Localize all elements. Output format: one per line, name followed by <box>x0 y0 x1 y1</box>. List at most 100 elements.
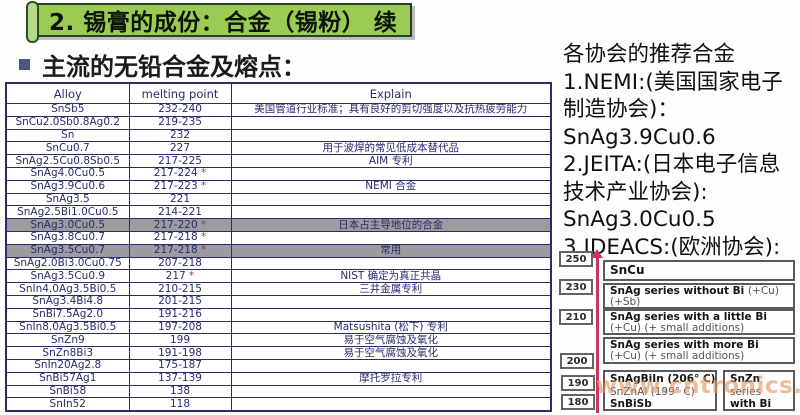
melting-point-cell: 217 * <box>128 269 232 284</box>
recommendation-line: 2.JEITA:(日本电子信息 <box>563 152 781 177</box>
table-row: SnBi57Ag1 137-139 摩托罗拉专利 <box>5 371 552 386</box>
box-line: (+Sb) <box>610 296 641 308</box>
melting-point-cell: 217-223 * <box>128 179 232 194</box>
alloy-cell: SnAg3.5Cu0.9 <box>5 269 130 284</box>
alloy-cell: SnAg2.5Cu0.8Sb0.5 <box>5 154 130 168</box>
explain-cell <box>230 230 552 245</box>
box-line: with Bi <box>730 398 772 410</box>
alloy-cell: SnIn20Ag2.8 <box>5 358 130 373</box>
melting-point-cell: 219-235 <box>128 115 232 130</box>
alloy-cell: SnAg3.0Cu0.5 <box>5 218 130 232</box>
temp-scale-label: 200 <box>560 353 594 369</box>
temperature-axis-arrow <box>596 257 599 413</box>
arrow-up-icon <box>591 249 603 258</box>
table-row: SnBi7.5Ag2.0 191-216 <box>5 307 552 322</box>
alloy-cell: SnBi58 <box>5 384 130 399</box>
explain-cell: 三井金属专利 <box>230 282 552 296</box>
table-row: SnZn9 199 易于空气腐蚀及氧化 <box>5 333 552 348</box>
explain-cell: NIST 确定为真正共晶 <box>230 269 552 284</box>
table-row: SnAg3.4Bi4.8 201-215 <box>5 294 552 309</box>
alloy-cell: SnAg2.5Bi1.0Cu0.5 <box>5 205 130 220</box>
alloy-family-box: SnAg series without Bi (+Cu) (+Sb) <box>603 283 795 309</box>
alloy-cell: SnIn4.0Ag3.5Bi0.5 <box>5 282 130 296</box>
alloy-cell: SnBi7.5Ag2.0 <box>5 307 130 322</box>
table-row: SnCu2.0Sb0.8Ag0.2 219-235 <box>5 115 552 130</box>
explain-cell <box>230 384 552 399</box>
explain-cell <box>230 205 552 220</box>
table-row: SnSb5 232-240 美国管道行业标准；具有良好的剪切强度以及抗热疲劳能力 <box>5 103 552 117</box>
explain-cell: 日本占主导地位的合金 <box>230 218 552 232</box>
alloy-table: Alloy melting point Explain SnSb5 232-240… <box>5 82 552 413</box>
asterisk-marker: * <box>185 269 195 282</box>
melting-point-cell: 207-218 <box>128 256 232 271</box>
melting-point-cell: 191-216 <box>128 307 232 322</box>
bullet-square-icon <box>19 59 30 70</box>
explain-cell: 常用 <box>230 243 552 258</box>
melting-point-cell: 197-208 <box>128 320 232 335</box>
table-row: SnCu0.7 227 用于波焊的常见低成本替代品 <box>5 141 552 156</box>
box-line: SnAg series with a little Bi <box>610 311 767 323</box>
melting-point-cell: 210-215 <box>128 282 232 296</box>
explain-cell <box>230 166 552 181</box>
table-row: SnAg3.0Cu0.5 217-220 * 日本占主导地位的合金 <box>5 218 552 232</box>
table-row: Sn 232 <box>5 128 552 143</box>
column-header-melting: melting point <box>128 82 232 104</box>
asterisk-marker: * <box>197 231 207 244</box>
box-line: SnBiSb <box>610 398 652 410</box>
temp-scale-label: 180 <box>561 394 595 410</box>
alloy-cell: SnAg3.5Cu0.7 <box>5 243 130 258</box>
alloy-family-box: SnZn series with Bi <box>723 370 795 411</box>
slide-title-banner: 2. 锡膏的成份：合金（锡粉） 续 <box>31 3 412 37</box>
box-line: SnAgBiIn (206° C) <box>610 373 716 385</box>
temp-scale-label: 230 <box>559 279 593 295</box>
box-line: (+Cu) (+ small additions) <box>610 350 745 362</box>
table-row: SnIn20Ag2.8 175-187 <box>5 358 552 373</box>
recommended-alloys-panel: 各协会的推荐合金 1.NEMI:(美国国家电子 制造协会)： SnAg3.9Cu0.6… <box>563 41 800 261</box>
alloy-cell: SnZn8Bi3 <box>5 346 130 360</box>
explain-cell <box>230 397 552 412</box>
recommendation-line: 技术产业协会): <box>563 179 708 205</box>
table-row: SnAg3.5 221 <box>5 192 552 207</box>
melting-point-cell: 217-220 * <box>128 218 232 232</box>
alloy-cell: SnCu0.7 <box>5 141 130 156</box>
explain-cell: NEMI 合金 <box>230 179 552 194</box>
melting-point-cell: 217-218 * <box>128 243 232 258</box>
alloy-cell: SnCu2.0Sb0.8Ag0.2 <box>5 115 130 130</box>
explain-cell <box>230 192 552 207</box>
table-row: SnIn8.0Ag3.5Bi0.5 197-208 Matsushita (松下) … <box>5 320 552 335</box>
table-row: SnIn4.0Ag3.5Bi0.5 210-215 三井金属专利 <box>5 282 552 296</box>
table-row: SnAg3.5Cu0.7 217-218 * 常用 <box>5 243 552 258</box>
box-line: (+Cu) (+ small additions) <box>610 322 745 334</box>
melting-point-cell: 217-225 <box>128 154 232 168</box>
alloy-cell: SnAg3.9Cu0.6 <box>5 179 130 194</box>
slide-subtitle: 主流的无铅合金及熔点： <box>42 53 306 81</box>
asterisk-marker: * <box>197 180 207 193</box>
table-row: SnZn8Bi3 191-198 易于空气腐蚀及氧化 <box>5 346 552 360</box>
temp-scale-label: 190 <box>561 375 595 391</box>
explain-cell <box>230 256 552 271</box>
slide-title: 2. 锡膏的成份：合金（锡粉） 续 <box>49 10 398 36</box>
melting-point-cell: 227 <box>128 141 232 156</box>
alloy-cell: SnAg3.8Cu0.7 <box>5 230 130 245</box>
column-header-alloy: Alloy <box>5 82 130 104</box>
box-line: SnCu <box>610 263 645 277</box>
table-row: SnBi58 138 <box>5 384 552 399</box>
explain-cell <box>230 307 552 322</box>
alloy-family-box: SnAg series with more Bi (+Cu) (+ small a… <box>603 337 795 364</box>
melting-point-cell: 232-240 <box>128 103 232 117</box>
melting-point-cell: 201-215 <box>128 294 232 309</box>
alloy-cell: SnBi57Ag1 <box>5 371 130 386</box>
melting-point-cell: 221 <box>128 192 232 207</box>
explain-cell: Matsushita (松下) 专利 <box>230 320 552 335</box>
asterisk-marker: * <box>197 244 207 257</box>
alloy-family-boxes: SnCu SnAg series without Bi (+Cu) (+Sb) SnA… <box>556 248 798 414</box>
melting-point-cell: 214-221 <box>128 205 232 220</box>
alloy-cell: Sn <box>5 128 130 143</box>
alloy-cell: SnZn9 <box>5 333 130 348</box>
explain-cell: 易于空气腐蚀及氧化 <box>230 346 552 360</box>
melting-range-diagram: 250 230 210 200 190 180 SnCu SnAg series witho… <box>556 248 798 414</box>
alloy-cell: SnAg4.0Cu0.5 <box>5 166 130 181</box>
recommendation-line: SnAg3.0Cu0.5 <box>563 207 716 232</box>
table-row: SnAg4.0Cu0.5 217-224 * <box>5 166 552 181</box>
table-row: SnAg3.8Cu0.7 217-218 * <box>5 230 552 245</box>
